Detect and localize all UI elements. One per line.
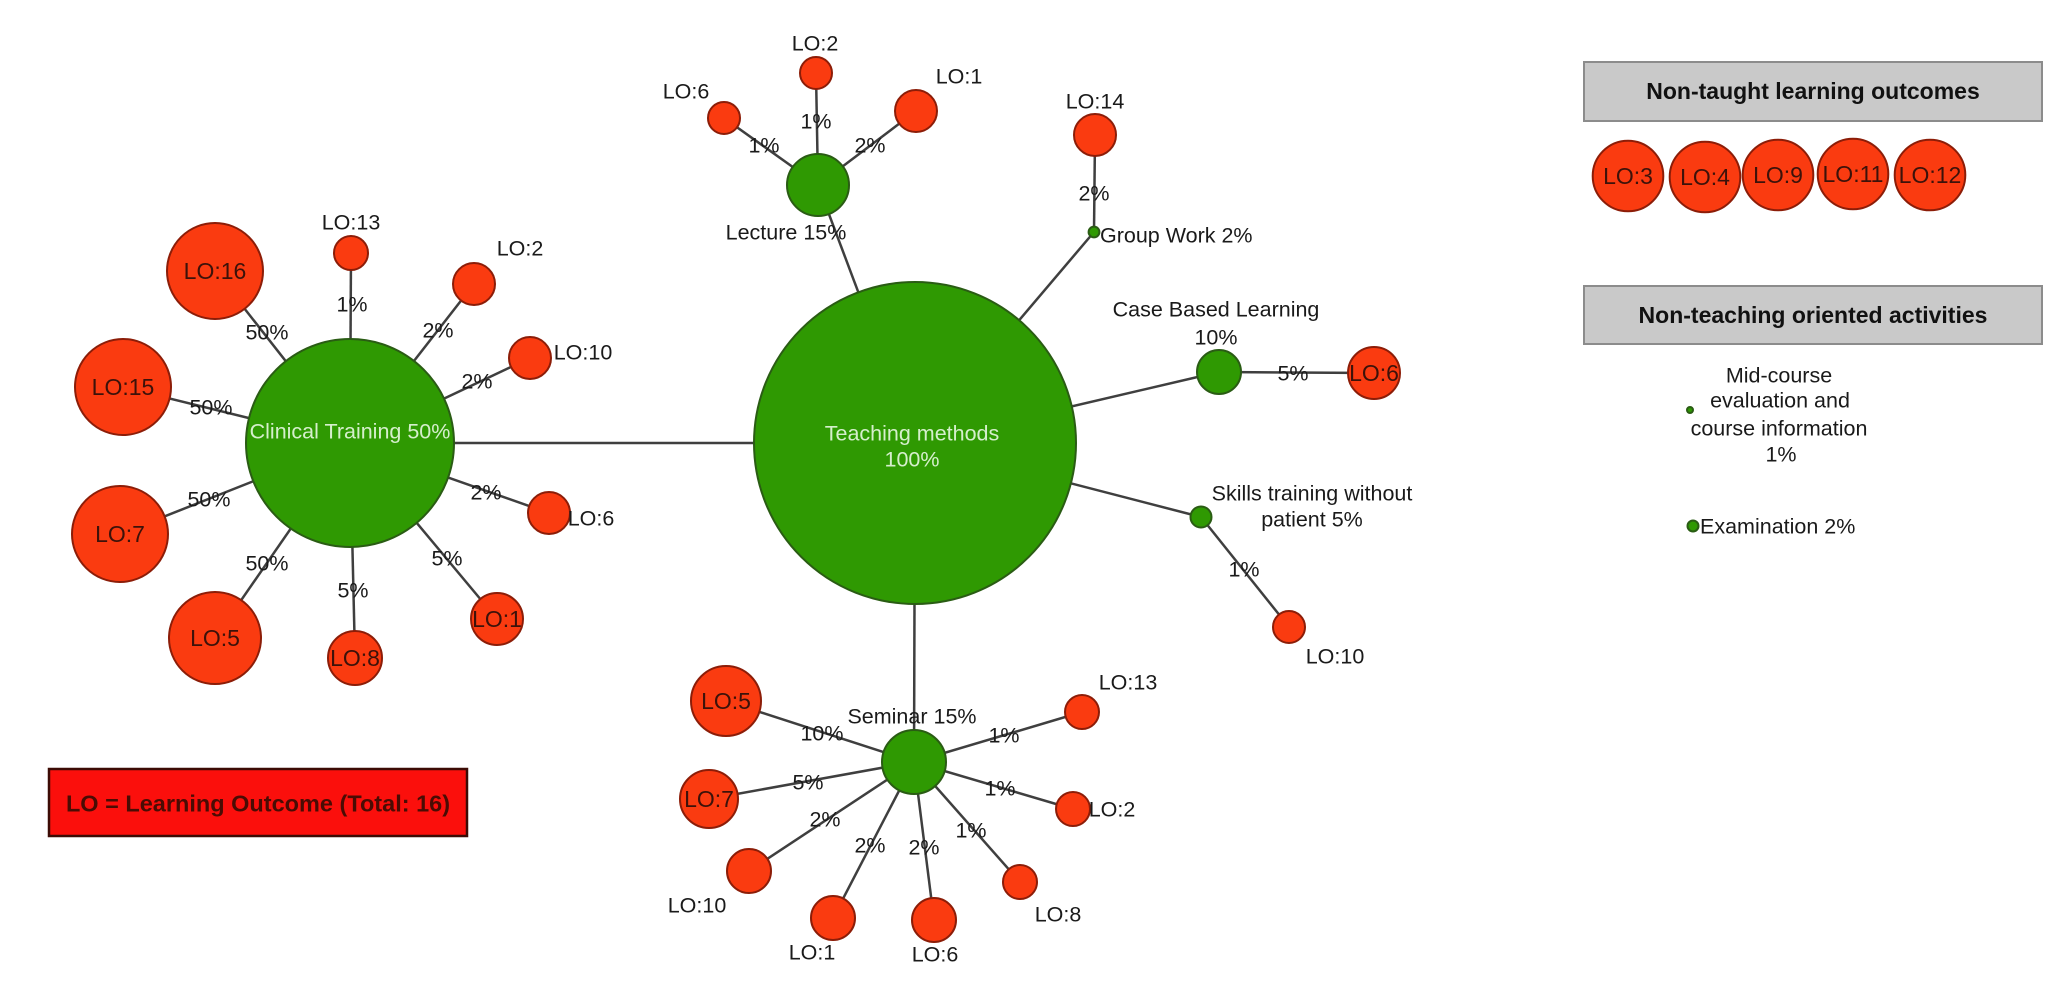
svg-text:Group Work 2%: Group Work 2% — [1100, 224, 1253, 248]
svg-text:Mid-course: Mid-course — [1726, 364, 1832, 388]
svg-text:Teaching methods: Teaching methods — [825, 422, 1000, 446]
svg-text:LO:10: LO:10 — [554, 341, 613, 365]
svg-text:LO:1: LO:1 — [472, 606, 522, 632]
svg-text:5%: 5% — [792, 771, 823, 795]
svg-text:LO:4: LO:4 — [1680, 164, 1730, 190]
svg-text:LO:10: LO:10 — [668, 894, 727, 918]
svg-text:5%: 5% — [1277, 362, 1308, 386]
svg-text:LO:6: LO:6 — [1349, 360, 1399, 386]
svg-text:Examination 2%: Examination 2% — [1700, 515, 1855, 539]
svg-text:50%: 50% — [245, 321, 288, 345]
svg-text:2%: 2% — [1078, 182, 1109, 206]
svg-text:50%: 50% — [189, 396, 232, 420]
svg-text:LO:7: LO:7 — [684, 786, 734, 812]
svg-text:1%: 1% — [800, 110, 831, 134]
svg-text:100%: 100% — [885, 448, 940, 472]
svg-text:Non-teaching oriented activiti: Non-teaching oriented activities — [1639, 302, 1988, 328]
svg-text:LO:1: LO:1 — [936, 65, 983, 89]
svg-text:LO:13: LO:13 — [1099, 671, 1158, 695]
svg-text:2%: 2% — [908, 836, 939, 860]
svg-text:LO:5: LO:5 — [701, 688, 751, 714]
svg-text:LO:6: LO:6 — [663, 80, 710, 104]
svg-text:LO:6: LO:6 — [912, 943, 959, 967]
svg-text:1%: 1% — [336, 293, 367, 317]
svg-text:Clinical Training 50%: Clinical Training 50% — [250, 420, 451, 444]
svg-text:LO:10: LO:10 — [1306, 645, 1365, 669]
svg-text:LO:2: LO:2 — [1089, 798, 1136, 822]
svg-text:LO:6: LO:6 — [568, 507, 615, 531]
svg-text:LO:2: LO:2 — [497, 237, 544, 261]
svg-text:1%: 1% — [955, 819, 986, 843]
svg-text:evaluation and: evaluation and — [1710, 389, 1850, 413]
svg-text:LO:5: LO:5 — [190, 625, 240, 651]
svg-text:LO = Learning Outcome (Total:: LO = Learning Outcome (Total: 16) — [66, 790, 450, 816]
svg-text:Seminar 15%: Seminar 15% — [847, 705, 976, 729]
svg-text:LO:9: LO:9 — [1753, 162, 1803, 188]
svg-text:10%: 10% — [800, 722, 843, 746]
svg-text:Non-taught learning outcomes: Non-taught learning outcomes — [1646, 78, 1980, 104]
svg-text:LO:3: LO:3 — [1603, 163, 1653, 189]
svg-text:50%: 50% — [245, 552, 288, 576]
svg-text:1%: 1% — [984, 777, 1015, 801]
svg-text:1%: 1% — [1765, 443, 1796, 467]
svg-text:5%: 5% — [337, 579, 368, 603]
svg-text:course information: course information — [1691, 417, 1868, 441]
svg-text:2%: 2% — [854, 134, 885, 158]
svg-text:2%: 2% — [809, 808, 840, 832]
svg-text:1%: 1% — [1228, 558, 1259, 582]
svg-text:LO:11: LO:11 — [1823, 161, 1884, 187]
svg-text:LO:1: LO:1 — [789, 941, 836, 965]
svg-text:LO:15: LO:15 — [92, 374, 155, 400]
svg-text:5%: 5% — [431, 547, 462, 571]
svg-text:Skills training without: Skills training without — [1212, 482, 1413, 506]
svg-text:Case Based Learning: Case Based Learning — [1113, 298, 1320, 322]
svg-text:LO:14: LO:14 — [1066, 90, 1125, 114]
svg-text:1%: 1% — [988, 724, 1019, 748]
svg-text:10%: 10% — [1194, 326, 1237, 350]
svg-text:2%: 2% — [854, 834, 885, 858]
svg-text:LO:8: LO:8 — [330, 645, 380, 671]
svg-text:2%: 2% — [422, 319, 453, 343]
svg-text:LO:12: LO:12 — [1899, 162, 1962, 188]
svg-text:2%: 2% — [470, 481, 501, 505]
svg-text:LO:8: LO:8 — [1035, 903, 1082, 927]
svg-text:LO:16: LO:16 — [184, 258, 247, 284]
svg-text:Lecture 15%: Lecture 15% — [726, 221, 847, 245]
svg-text:LO:13: LO:13 — [322, 211, 381, 235]
svg-text:LO:2: LO:2 — [792, 32, 839, 56]
svg-text:1%: 1% — [748, 134, 779, 158]
svg-text:50%: 50% — [187, 488, 230, 512]
svg-text:patient 5%: patient 5% — [1261, 508, 1363, 532]
svg-text:LO:7: LO:7 — [95, 521, 145, 547]
svg-text:2%: 2% — [461, 370, 492, 394]
